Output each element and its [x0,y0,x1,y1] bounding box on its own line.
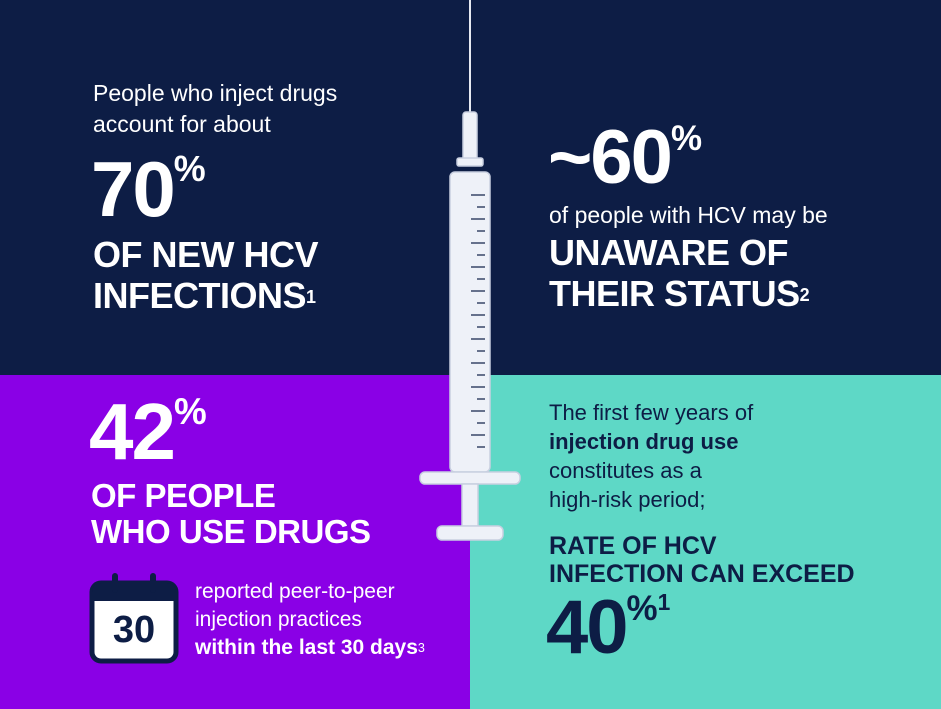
panel-bottom-right [470,375,941,709]
tr-headline-line2-wrap: THEIR STATUS2 [549,273,810,314]
calendar-icon: 30 [89,570,179,664]
bl-stat-percent: % [173,391,207,433]
tl-stat-percent: % [173,149,206,190]
bl-footnote: 3 [417,641,425,655]
tr-stat-prefix: ~ [548,115,592,200]
tl-headline-line2: INFECTIONS [93,275,307,316]
tr-headline-line2: THEIR STATUS [549,273,800,314]
br-intro: The first few years of injection drug us… [549,398,879,514]
br-headline-line2: INFECTION CAN EXCEED [549,560,855,588]
bl-detail-line3: within the last 30 days3 [195,634,465,662]
tl-stat: 70% [91,150,206,228]
tr-stat: ~60% [548,120,702,196]
tl-headline-line2-wrap: INFECTIONS1 [93,275,318,316]
panel-top-left [0,0,470,375]
br-headline-line1: RATE OF HCV [549,532,717,560]
bl-stat-number: 42 [89,387,176,476]
br-stat-number: 40 [546,585,629,670]
calendar-day: 30 [112,609,156,651]
bl-headline-line1: OF PEOPLE [91,477,276,514]
br-intro-bold: injection drug use [549,429,739,454]
syringe-icon [415,0,525,560]
bl-detail-line1: reported peer-to-peer [195,580,395,603]
tl-headline-line1: OF NEW HCV [93,234,319,275]
bl-detail-bold: within the last 30 days [195,636,418,659]
tr-headline: UNAWARE OF THEIR STATUS2 [549,232,810,314]
br-intro-line3: constitutes as a [549,458,702,483]
tr-stat-percent: % [670,119,703,159]
br-intro-line2: injection drug use [549,427,879,456]
tl-intro: People who inject drugs account for abou… [93,80,338,137]
br-intro-line4: high-risk period; [549,487,706,512]
panel-bottom-left [0,375,470,709]
br-footnote: 1 [657,589,671,616]
bl-headline: OF PEOPLE WHO USE DRUGS [91,478,371,550]
tr-stat-number: 60 [590,115,673,200]
br-headline: RATE OF HCV INFECTION CAN EXCEED [549,532,855,588]
tl-footnote: 1 [306,287,316,308]
br-stat: 40%1 [546,590,670,666]
tr-headline-line1: UNAWARE OF [549,232,789,273]
tr-footnote: 2 [799,285,810,306]
bl-detail: reported peer-to-peer injection practice… [195,578,465,662]
bl-stat: 42% [89,392,207,472]
panel-top-right [470,0,941,375]
bl-detail-line2: injection practices [195,608,362,631]
tl-headline: OF NEW HCV INFECTIONS1 [93,234,319,316]
tr-intro: of people with HCV may be [549,202,828,228]
bl-headline-line2: WHO USE DRUGS [91,513,371,550]
tl-stat-number: 70 [91,145,176,233]
br-stat-percent: % [626,589,658,629]
br-intro-line1: The first few years of [549,400,754,425]
